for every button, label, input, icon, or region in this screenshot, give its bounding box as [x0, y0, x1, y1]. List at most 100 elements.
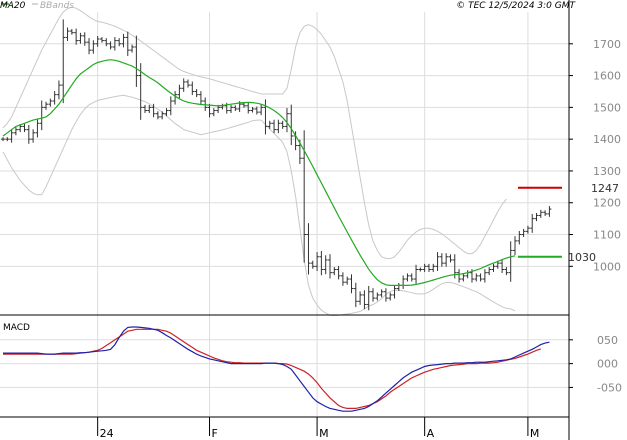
price-bar-83	[358, 291, 363, 305]
price-bar-67	[289, 104, 294, 146]
price-bar-29	[125, 31, 130, 56]
price-bar-19	[82, 32, 87, 46]
price-bar-54	[233, 105, 238, 111]
price-bar-63	[272, 119, 277, 134]
price-bar-10	[44, 101, 49, 110]
price-bar-89	[383, 288, 388, 302]
price-bar-127	[547, 206, 552, 217]
price-bar-39	[168, 96, 173, 116]
price-bar-3	[13, 127, 18, 136]
price-bar-94	[405, 273, 410, 282]
price-y-label-1500: 1500	[593, 101, 621, 114]
macd-panel	[3, 326, 550, 412]
price-bar-18	[78, 32, 83, 44]
price-bar-41	[177, 84, 182, 99]
x-axis-labels: 24 F M A M	[97, 417, 540, 440]
price-bar-9	[39, 100, 44, 131]
price-bar-23	[99, 37, 104, 43]
price-bar-86	[371, 288, 376, 302]
price-bar-13	[56, 80, 61, 100]
price-bar-47	[203, 97, 208, 111]
ma20-line	[2, 59, 516, 286]
macd-main-line	[3, 326, 550, 412]
price-bar-125	[538, 209, 543, 218]
price-bar-21	[91, 40, 96, 54]
price-bar-77	[332, 267, 337, 276]
price-y-label-1100: 1100	[593, 229, 621, 242]
price-bar-0	[1, 137, 5, 142]
price-bar-58	[250, 106, 255, 113]
price-bar-79	[340, 272, 345, 286]
price-bar-43	[186, 79, 191, 88]
price-y-label-1400: 1400	[593, 133, 621, 146]
price-bar-103	[444, 253, 449, 267]
price-bar-122	[525, 225, 530, 234]
price-bar-73	[315, 252, 320, 271]
price-bar-111	[478, 273, 483, 282]
price-bar-46	[198, 91, 203, 105]
price-bar-65	[280, 120, 285, 129]
price-levels: 1247 1030	[518, 182, 619, 264]
support-level-label: 1030	[568, 251, 596, 264]
price-bar-34	[147, 104, 152, 113]
price-bar-20	[87, 38, 92, 55]
price-bar-102	[439, 253, 444, 267]
price-bar-8	[35, 118, 40, 138]
price-bar-57	[246, 102, 251, 114]
price-bar-5	[22, 123, 27, 133]
price-bar-62	[267, 120, 272, 129]
x-label-0: 24	[100, 427, 114, 440]
price-bar-33	[142, 104, 147, 113]
price-bar-99	[426, 263, 431, 272]
price-bar-7	[31, 129, 36, 143]
ma20-legend-label: MA20	[0, 1, 26, 11]
price-bar-59	[254, 106, 259, 115]
y-axis-labels: 1000 1100 1200 1300 1400 1500 1600 1700 050 000 -0…	[569, 38, 622, 394]
price-bar-85	[366, 285, 371, 311]
price-bar-26	[112, 37, 117, 51]
price-bar-124	[534, 213, 539, 222]
price-bar-6	[26, 124, 31, 144]
macd-panel-title: MACD	[3, 323, 30, 333]
price-bar-107	[461, 273, 466, 282]
price-bar-14	[61, 19, 66, 104]
price-bar-42	[181, 78, 186, 92]
price-bar-27	[117, 38, 122, 47]
bbands-upper-line	[2, 6, 507, 260]
copyright-label: © TEC 12/5/2024 3:0 GMT	[456, 1, 576, 11]
chart-header: MA20 BBands © TEC 12/5/2024 3:0 GMT	[0, 1, 577, 11]
price-bars	[1, 19, 552, 311]
price-bar-78	[336, 265, 341, 280]
price-bar-44	[190, 81, 195, 96]
macd-y-label-2: -050	[597, 381, 622, 394]
price-y-label-1700: 1700	[593, 38, 621, 51]
x-label-1: F	[212, 427, 218, 440]
price-bar-2	[9, 129, 14, 143]
price-bar-91	[392, 285, 397, 299]
price-bar-53	[229, 104, 234, 113]
price-bar-126	[543, 210, 548, 216]
price-bar-25	[108, 41, 113, 50]
price-bar-80	[345, 276, 350, 285]
price-bar-101	[435, 252, 440, 271]
price-bar-113	[487, 267, 492, 276]
price-y-label-1200: 1200	[593, 197, 621, 210]
price-bar-66	[284, 107, 289, 133]
bbands-lower-line	[2, 94, 516, 317]
price-bar-106	[457, 269, 462, 283]
price-y-label-1300: 1300	[593, 165, 621, 178]
price-bar-12	[52, 91, 57, 105]
price-bar-17	[74, 28, 79, 45]
price-bar-88	[379, 289, 384, 298]
price-bar-16	[69, 29, 74, 35]
price-y-label-1600: 1600	[593, 70, 621, 83]
price-bar-28	[121, 33, 126, 48]
price-bar-15	[65, 27, 70, 41]
price-bar-117	[504, 267, 509, 276]
price-bar-100	[431, 263, 436, 272]
price-bar-82	[353, 282, 358, 308]
price-bar-30	[130, 44, 135, 53]
x-label-4: M	[530, 427, 540, 440]
price-bar-38	[164, 108, 169, 117]
price-bar-60	[259, 104, 264, 116]
